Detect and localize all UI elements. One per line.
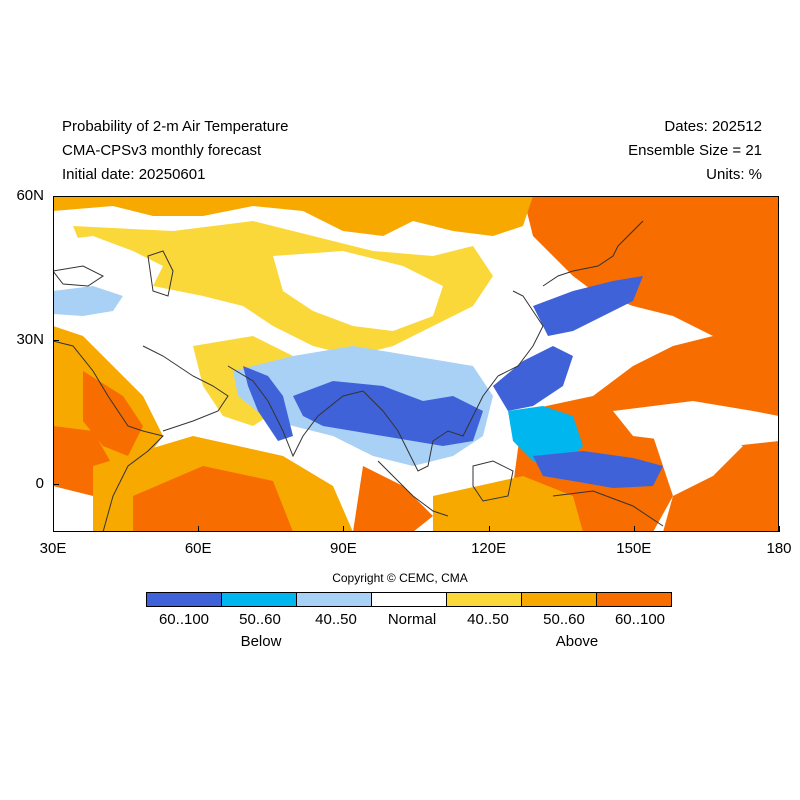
ensemble-size: Ensemble Size = 21 bbox=[628, 142, 762, 159]
lat-tick-mark bbox=[53, 196, 59, 197]
lon-tick-label: 30E bbox=[39, 540, 67, 557]
legend-swatch bbox=[221, 592, 297, 607]
legend-label: 40..50 bbox=[315, 611, 357, 628]
coastline-africa-arabia bbox=[53, 340, 164, 532]
shade-below-60-japan bbox=[533, 276, 643, 336]
lat-tick-mark bbox=[53, 340, 59, 341]
coastline-india bbox=[227, 365, 364, 458]
lon-tick-label: 180 bbox=[766, 540, 792, 557]
coastline-newguinea bbox=[552, 490, 664, 527]
shade-below-60-southchinasea bbox=[493, 346, 573, 411]
map-subtitle: CMA-CPSv3 monthly forecast bbox=[62, 142, 262, 159]
lon-tick-mark bbox=[489, 526, 490, 532]
lon-tick-mark bbox=[343, 526, 344, 532]
lon-tick-label: 150E bbox=[616, 540, 652, 557]
legend-above-label: Above bbox=[555, 633, 599, 650]
legend-label: 50..60 bbox=[239, 611, 281, 628]
lat-tick-label: 60N bbox=[16, 187, 44, 204]
lat-tick-mark bbox=[53, 484, 59, 485]
shade-below-40-northwest bbox=[53, 286, 123, 316]
lon-tick-mark bbox=[198, 526, 199, 532]
legend-label: Normal bbox=[387, 611, 437, 628]
copyright-text: Copyright © CEMC, CMA bbox=[332, 571, 468, 585]
shade-above-60-northpacific bbox=[523, 196, 779, 532]
legend-swatch bbox=[446, 592, 522, 607]
map-title: Probability of 2-m Air Temperature bbox=[62, 118, 289, 135]
legend-swatch bbox=[521, 592, 597, 607]
lon-tick-label: 60E bbox=[184, 540, 212, 557]
lat-tick-label: 0 bbox=[35, 475, 44, 492]
legend-swatch bbox=[596, 592, 672, 607]
legend-swatch bbox=[296, 592, 372, 607]
coastline-caspian bbox=[147, 250, 174, 297]
shade-above-50-indonesia bbox=[433, 476, 583, 532]
shade-above-50-northasia bbox=[53, 196, 533, 236]
legend-colorbar bbox=[146, 592, 672, 607]
legend-label: 40..50 bbox=[467, 611, 509, 628]
lat-tick-label: 30N bbox=[16, 331, 44, 348]
coastline-blacksea bbox=[53, 265, 104, 287]
legend-swatch bbox=[371, 592, 447, 607]
shade-below-60-pacificband bbox=[533, 451, 663, 488]
coastline-sumatra bbox=[377, 460, 449, 517]
coastline-southeast-asia bbox=[362, 375, 499, 472]
lon-tick-mark bbox=[634, 526, 635, 532]
units-label: Units: % bbox=[706, 166, 762, 183]
legend-below-label: Below bbox=[240, 633, 282, 650]
lon-tick-mark bbox=[53, 526, 54, 532]
legend-label: 60..100 bbox=[158, 611, 210, 628]
shade-below-50-westpacific bbox=[508, 406, 583, 466]
coastline-arabia-south bbox=[142, 345, 229, 432]
coastline-korea-japan bbox=[542, 220, 644, 287]
forecast-dates: Dates: 202512 bbox=[664, 118, 762, 135]
lon-tick-label: 120E bbox=[471, 540, 507, 557]
coastline-china bbox=[497, 290, 544, 377]
legend-label: 50..60 bbox=[543, 611, 585, 628]
coastline-borneo bbox=[472, 460, 514, 502]
shade-below-60-bayofbengal bbox=[293, 381, 483, 446]
shade-above-60-indianocean bbox=[133, 466, 293, 532]
lon-tick-mark bbox=[779, 526, 780, 532]
legend-label: 60..100 bbox=[614, 611, 666, 628]
shade-normal-westasia bbox=[53, 236, 163, 286]
legend-swatch bbox=[146, 592, 222, 607]
probability-map bbox=[53, 196, 779, 532]
initial-date: Initial date: 20250601 bbox=[62, 166, 206, 183]
shade-normal-centralpacific bbox=[613, 401, 779, 446]
shade-above-60-sumatra bbox=[353, 466, 433, 532]
map-svg bbox=[53, 196, 779, 532]
shade-normal-tibet bbox=[273, 251, 443, 331]
lon-tick-label: 90E bbox=[330, 540, 357, 557]
shade-above-60-arabia bbox=[83, 371, 143, 456]
